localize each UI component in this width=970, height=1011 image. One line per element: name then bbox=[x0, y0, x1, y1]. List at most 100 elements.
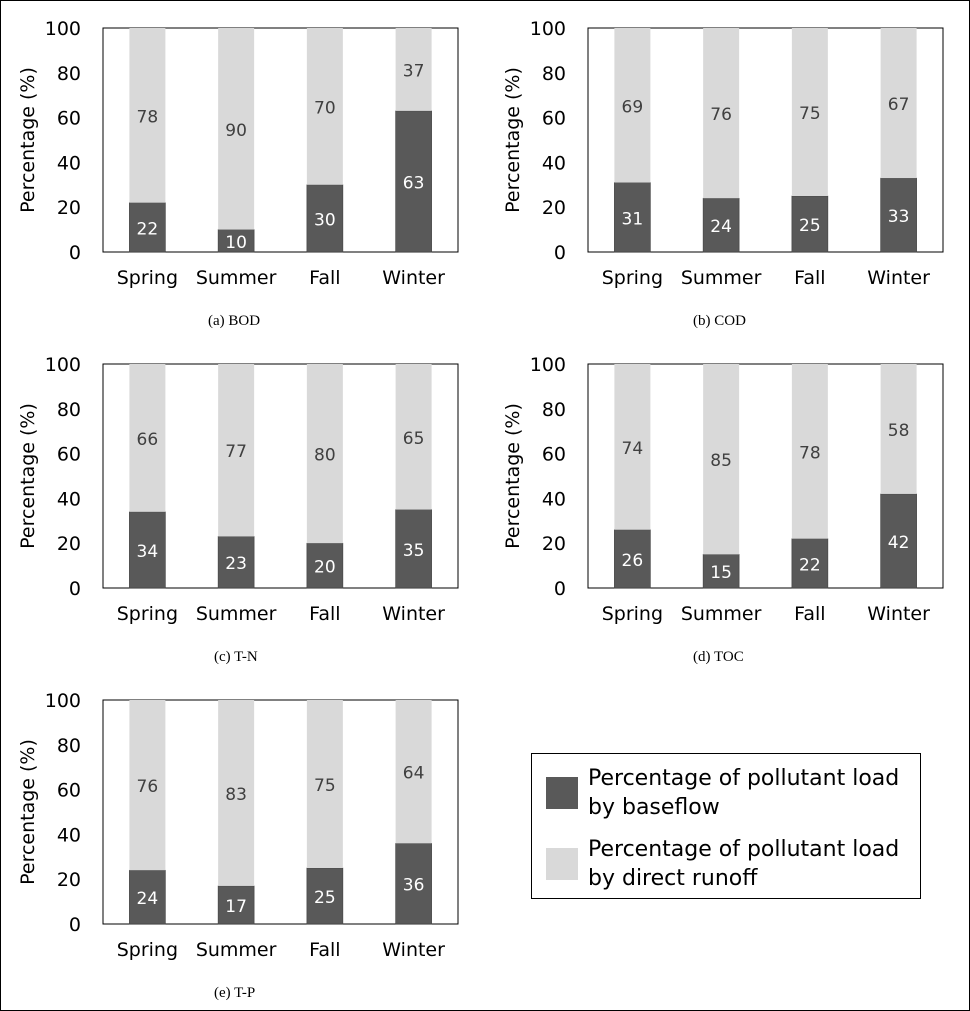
bar-baseflow-tn-spring bbox=[129, 511, 166, 589]
ytick-label-tp-20: 20 bbox=[57, 869, 81, 891]
bar-runoff-bod-winter bbox=[395, 28, 432, 111]
xtick-label-tp-fall: Fall bbox=[309, 939, 340, 961]
data-label-runoff-bod-spring: 78 bbox=[137, 107, 159, 127]
ytick-label-tp-40: 40 bbox=[57, 824, 81, 846]
bar-runoff-cod-summer bbox=[703, 28, 740, 199]
chart-svg-bod: 0 20 40 60 80 100 Percentage (%) 22 78 Spring 10 90… bbox=[17, 18, 459, 289]
yaxis-title-cod: Percentage (%) bbox=[502, 67, 524, 213]
xtick-label-tn-winter: Winter bbox=[382, 603, 445, 625]
bar-runoff-tp-winter bbox=[395, 700, 432, 844]
bar-baseflow-toc-spring bbox=[614, 529, 651, 589]
data-label-runoff-tp-winter: 64 bbox=[403, 764, 425, 784]
chart-panel-bod: 0 20 40 60 80 100 Percentage (%) 22 78 Spring 10 90… bbox=[0, 0, 470, 329]
ytick-label-toc-0: 0 bbox=[554, 578, 566, 600]
xtick-label-tn-fall: Fall bbox=[309, 603, 340, 625]
ytick-label-tn-0: 0 bbox=[69, 578, 81, 600]
data-label-baseflow-tn-winter: 35 bbox=[403, 541, 425, 561]
xtick-label-toc-fall: Fall bbox=[794, 603, 825, 625]
xtick-label-cod-winter: Winter bbox=[867, 267, 930, 289]
chart-svg-tn: 0 20 40 60 80 100 Percentage (%) 34 66 Spring 23 77… bbox=[17, 354, 459, 625]
bar-runoff-toc-winter bbox=[880, 364, 917, 494]
xtick-label-cod-fall: Fall bbox=[794, 267, 825, 289]
plot-area-toc bbox=[587, 363, 944, 589]
bar-baseflow-cod-summer bbox=[702, 197, 740, 253]
data-label-runoff-bod-winter: 37 bbox=[403, 61, 425, 81]
xtick-label-bod-summer: Summer bbox=[196, 267, 277, 289]
data-label-runoff-toc-fall: 78 bbox=[799, 443, 821, 463]
data-label-baseflow-bod-fall: 30 bbox=[314, 210, 336, 230]
ytick-label-cod-40: 40 bbox=[542, 152, 566, 174]
data-label-runoff-cod-winter: 67 bbox=[888, 95, 910, 115]
ytick-label-tn-80: 80 bbox=[57, 399, 81, 421]
legend-swatch-baseflow bbox=[546, 777, 578, 809]
caption-bod: (a) BOD bbox=[208, 313, 261, 329]
data-label-baseflow-toc-winter: 42 bbox=[888, 533, 910, 553]
data-label-baseflow-tp-summer: 17 bbox=[225, 897, 247, 917]
plot-area-cod bbox=[587, 27, 944, 253]
plot-area-bod bbox=[102, 27, 459, 253]
legend-item-baseflow: Percentage of pollutant load by baseflow bbox=[546, 764, 916, 824]
bar-baseflow-tn-summer bbox=[217, 536, 255, 589]
ytick-label-cod-80: 80 bbox=[542, 63, 566, 85]
legend-item-direct-runoff: Percentage of pollutant load by direct r… bbox=[546, 835, 916, 895]
legend-label-baseflow: Percentage of pollutant load by baseflow bbox=[588, 766, 900, 820]
chart-svg-tp: 0 20 40 60 80 100 Percentage (%) 24 76 Spring 17 83… bbox=[17, 690, 459, 961]
data-label-baseflow-tn-summer: 23 bbox=[225, 554, 247, 574]
data-label-runoff-toc-summer: 85 bbox=[710, 451, 732, 471]
data-label-runoff-tn-fall: 80 bbox=[314, 446, 336, 466]
bar-baseflow-tn-fall bbox=[306, 542, 344, 589]
ytick-label-tp-60: 60 bbox=[57, 780, 81, 802]
data-label-baseflow-cod-winter: 33 bbox=[888, 207, 910, 227]
bar-runoff-tp-fall bbox=[306, 700, 343, 868]
caption-cod: (b) COD bbox=[693, 313, 746, 329]
yaxis-title-bod: Percentage (%) bbox=[17, 67, 39, 213]
bar-runoff-bod-fall bbox=[306, 28, 343, 185]
ytick-label-tp-100: 100 bbox=[45, 690, 81, 712]
bar-baseflow-tn-winter bbox=[395, 509, 432, 589]
data-label-runoff-cod-summer: 76 bbox=[710, 105, 732, 125]
xtick-label-toc-winter: Winter bbox=[867, 603, 930, 625]
chart-panel-toc: 0 20 40 60 80 100 Percentage (%) 26 74 Spring 15 85… bbox=[485, 336, 955, 665]
chart-panel-cod: 0 20 40 60 80 100 Percentage (%) 31 69 Spring 24 76… bbox=[485, 0, 955, 329]
data-label-baseflow-toc-spring: 26 bbox=[622, 551, 644, 571]
ytick-label-cod-60: 60 bbox=[542, 108, 566, 130]
data-label-runoff-cod-spring: 69 bbox=[622, 97, 644, 117]
data-label-baseflow-tp-winter: 36 bbox=[403, 876, 425, 896]
ytick-label-toc-80: 80 bbox=[542, 399, 566, 421]
bar-runoff-tn-winter bbox=[395, 364, 432, 510]
bar-baseflow-tp-summer bbox=[217, 885, 255, 925]
legend-swatch-direct-runoff bbox=[546, 848, 578, 880]
data-label-runoff-tn-winter: 65 bbox=[403, 429, 425, 449]
chart-panel-tn: 0 20 40 60 80 100 Percentage (%) 34 66 Spring 23 77… bbox=[0, 336, 470, 665]
ytick-label-tn-100: 100 bbox=[45, 354, 81, 376]
bar-runoff-cod-spring bbox=[614, 28, 651, 183]
bar-baseflow-cod-spring bbox=[614, 182, 651, 253]
data-label-runoff-tp-spring: 76 bbox=[137, 777, 159, 797]
bar-baseflow-bod-fall bbox=[306, 184, 344, 253]
chart-svg-toc: 0 20 40 60 80 100 Percentage (%) 26 74 Spring 15 85… bbox=[502, 354, 944, 625]
data-label-baseflow-tp-fall: 25 bbox=[314, 888, 336, 908]
bar-runoff-tn-spring bbox=[129, 364, 166, 512]
yaxis-title-tn: Percentage (%) bbox=[17, 403, 39, 549]
caption-tp: (e) T-P bbox=[214, 985, 256, 1001]
ytick-label-bod-40: 40 bbox=[57, 152, 81, 174]
bar-runoff-tn-summer bbox=[218, 364, 255, 537]
data-label-baseflow-cod-fall: 25 bbox=[799, 216, 821, 236]
ytick-label-tp-0: 0 bbox=[69, 914, 81, 936]
ytick-label-bod-0: 0 bbox=[69, 242, 81, 264]
data-label-runoff-tp-summer: 83 bbox=[225, 785, 247, 805]
xtick-label-tn-summer: Summer bbox=[196, 603, 277, 625]
data-label-runoff-bod-summer: 90 bbox=[225, 121, 247, 141]
ytick-label-tn-40: 40 bbox=[57, 488, 81, 510]
xtick-label-tn-spring: Spring bbox=[117, 603, 178, 625]
bar-runoff-tp-summer bbox=[218, 700, 255, 886]
xtick-label-bod-fall: Fall bbox=[309, 267, 340, 289]
data-label-baseflow-tn-fall: 20 bbox=[314, 558, 336, 578]
data-label-baseflow-toc-summer: 15 bbox=[710, 563, 732, 583]
data-label-baseflow-bod-spring: 22 bbox=[137, 219, 159, 239]
data-label-runoff-tp-fall: 75 bbox=[314, 776, 336, 796]
bar-baseflow-tp-winter bbox=[395, 843, 432, 925]
yaxis-title-tp: Percentage (%) bbox=[17, 739, 39, 885]
ytick-label-cod-100: 100 bbox=[530, 18, 566, 40]
xtick-label-tp-summer: Summer bbox=[196, 939, 277, 961]
